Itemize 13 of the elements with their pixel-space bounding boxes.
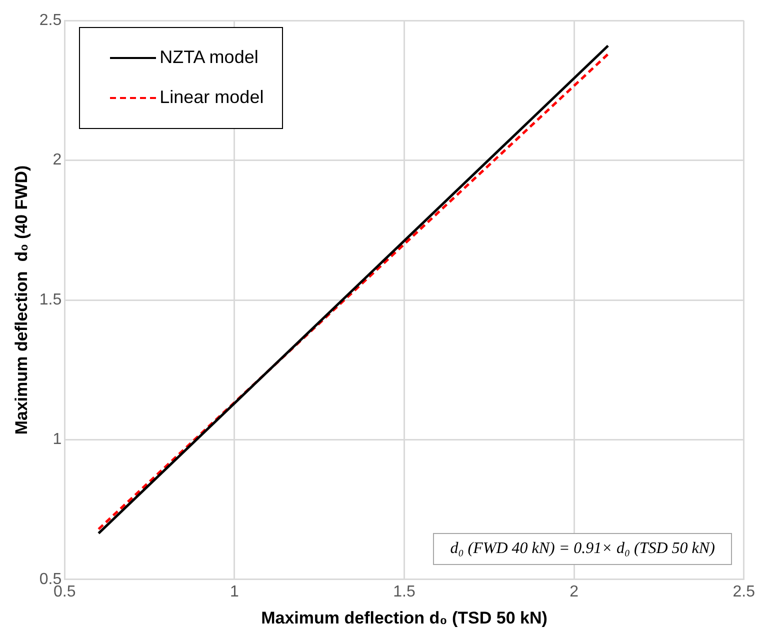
y-tick-label: 1 xyxy=(52,431,62,448)
legend-label: NZTA model xyxy=(160,47,258,68)
x-axis-title: Maximum deflection d₀ (TSD 50 kN) xyxy=(261,608,548,628)
legend-label: Linear model xyxy=(160,87,264,108)
x-tick-label: 1 xyxy=(230,583,239,600)
y-tick-label: 2 xyxy=(52,152,62,169)
y-axis-title: Maximum deflection d₀ (40 FWD) xyxy=(12,165,31,435)
y-tick-label: 1.5 xyxy=(39,291,62,308)
x-tick-label: 2.5 xyxy=(732,583,756,600)
x-tick-label: 1.5 xyxy=(393,583,416,600)
y-tick-label: 2.5 xyxy=(39,12,62,30)
annotation: d₀ (FWD 40 kN) = 0.91× d₀ (TSD 50 kN) xyxy=(433,533,732,566)
x-tick-label: 2 xyxy=(570,583,579,600)
